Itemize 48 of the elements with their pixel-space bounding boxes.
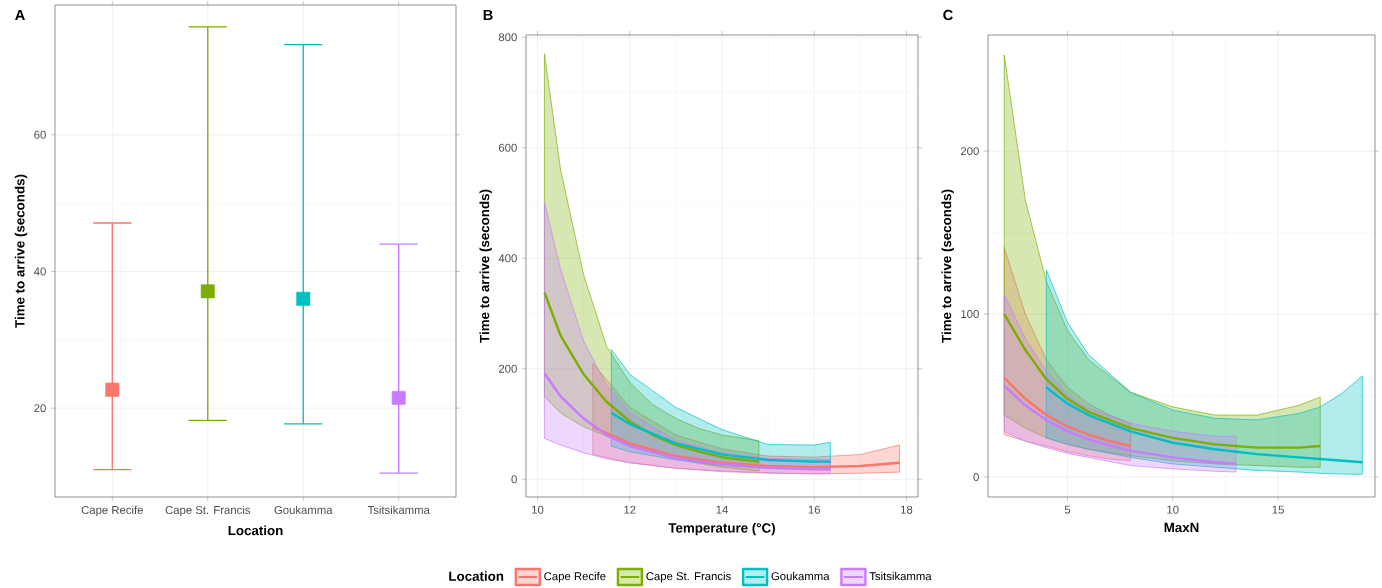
y-tick-label: 100	[961, 310, 979, 319]
point	[296, 291, 311, 306]
y-tick-label: 60	[34, 130, 46, 139]
x-tick-label: 5	[1064, 505, 1071, 514]
point	[105, 382, 120, 397]
x-tick-label: Cape Recife	[81, 505, 143, 517]
legend-title: Location	[449, 571, 504, 581]
y-tick-label: 600	[498, 143, 517, 152]
x-axis-title: Location	[228, 525, 283, 536]
x-tick-label: Cape St. Francis	[165, 505, 251, 517]
y-tick-label: 0	[973, 472, 979, 481]
chart-title: B	[483, 9, 493, 21]
x-tick-label: Tsitsikamma	[367, 505, 430, 515]
y-tick-label: 200	[960, 147, 979, 156]
x-tick-label: 18	[901, 505, 913, 514]
legend-label: Goukamma	[771, 571, 830, 581]
line-series	[1003, 312, 1322, 449]
line-series	[591, 425, 901, 469]
line-series	[543, 372, 832, 471]
line-series	[1003, 384, 1238, 466]
y-tick-label: 400	[498, 254, 517, 263]
x-tick-label: 10	[532, 505, 544, 514]
x-tick-label: 10	[1167, 505, 1179, 514]
chart-title: C	[943, 9, 953, 21]
legend-label: Cape St. Francis	[646, 571, 731, 583]
point	[200, 284, 215, 299]
x-axis-title: Temperature (°C)	[668, 522, 775, 536]
y-tick-label: 20	[34, 404, 46, 413]
y-tick-label: 200	[498, 364, 517, 373]
line-series	[610, 411, 832, 463]
line-series	[543, 291, 761, 463]
x-tick-label: 12	[624, 505, 636, 514]
x-axis-title: MaxN	[1164, 522, 1199, 533]
point	[391, 390, 406, 405]
y-axis-title: Time to arrive (seconds)	[14, 174, 28, 328]
chart-title: A	[15, 9, 25, 21]
x-tick-label: Goukamma	[274, 505, 333, 515]
y-tick-label: 800	[498, 33, 517, 42]
x-tick-label: 16	[808, 505, 821, 514]
y-tick-label: 40	[33, 267, 46, 276]
legend-label: Tsitsikamma	[869, 571, 932, 581]
legend-label: Cape Recife	[544, 571, 606, 583]
y-axis-title: Time to arrive (seconds)	[479, 189, 492, 343]
line-series	[1003, 376, 1132, 448]
x-tick-label: 15	[1272, 505, 1284, 514]
x-tick-label: 14	[716, 505, 728, 514]
y-tick-label: 0	[511, 475, 517, 484]
y-axis-title: Time to arrive (seconds)	[941, 189, 954, 343]
